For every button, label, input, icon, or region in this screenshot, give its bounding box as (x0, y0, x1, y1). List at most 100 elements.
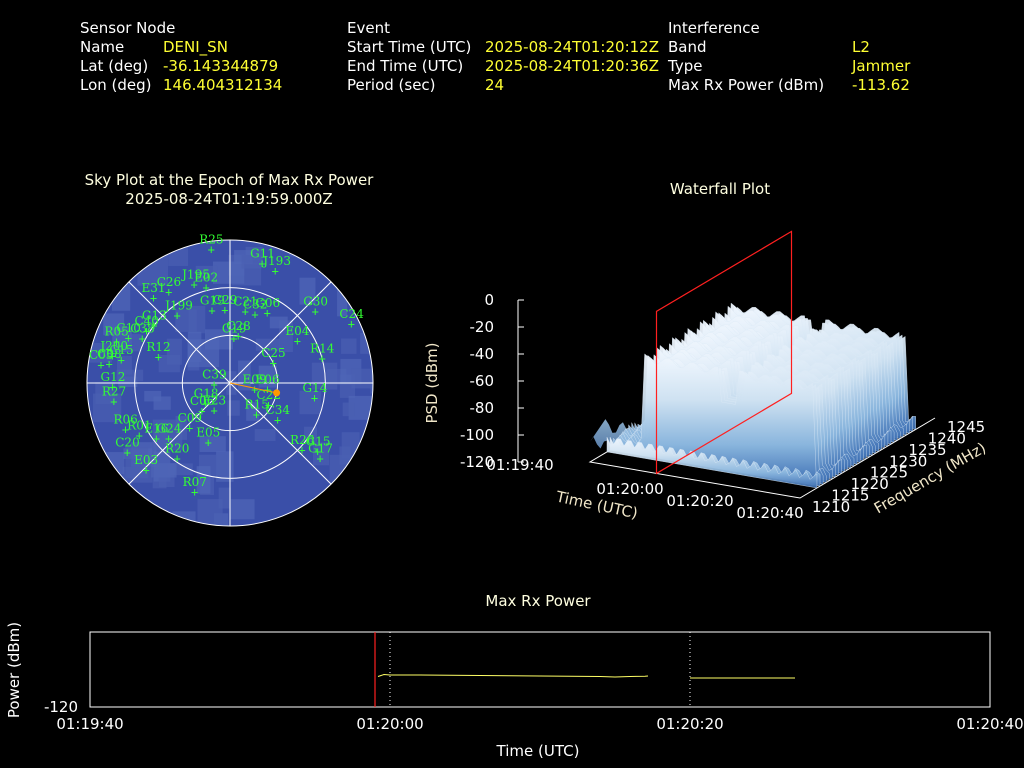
satellite: +G19 (200, 294, 225, 318)
satellite-label: R14 (310, 341, 335, 355)
satellite: +C24 (339, 307, 364, 331)
sky-plot-subtitle: 2025-08-24T01:19:59.000Z (125, 190, 333, 208)
z-tick-label: -60 (470, 372, 495, 390)
satellite-label: G18 (194, 386, 219, 400)
satellite-label: C09 (178, 411, 202, 425)
satellite-marker: + (110, 394, 117, 408)
time-tick-label: 01:20:00 (596, 480, 663, 498)
z-tick-label: -40 (470, 345, 495, 363)
satellite: +J195 (180, 267, 210, 291)
satellite-label: R07 (183, 475, 207, 489)
satellite: +C25 (261, 346, 285, 370)
satellite-label: R15 (245, 398, 269, 412)
satellite-label: G06 (255, 296, 280, 310)
max-power-direction (229, 382, 277, 394)
satellite: +J199 (163, 298, 193, 322)
satellite-marker: + (348, 317, 355, 331)
z-tick-label: -80 (470, 399, 495, 417)
satellite-label: G17 (308, 442, 333, 456)
event-start-value: 2025-08-24T01:20:12Z (485, 38, 659, 56)
satellite: +C06 (190, 394, 214, 418)
satellite: +C40 (134, 314, 158, 338)
satellite-label: E31 (141, 281, 165, 295)
event-start-label: Start Time (UTC) (347, 38, 472, 56)
satellite-label: R06 (113, 413, 137, 427)
freq-tick-label: 1225 (870, 464, 908, 482)
satellite: +E31 (141, 281, 165, 305)
satellite-label: E23 (202, 394, 226, 408)
satellite-label: E16 (144, 421, 168, 435)
satellite-label: C24 (339, 307, 364, 321)
satellite-label: C19 (222, 322, 246, 336)
satellite-label: G12 (100, 370, 125, 384)
interference-type-label: Type (668, 57, 703, 75)
satellite-label: R26 (290, 433, 314, 447)
sensor-lat-value: -36.143344879 (163, 57, 279, 75)
satellite-label: C20 (115, 435, 139, 449)
interference-band-label: Band (668, 38, 707, 56)
satellite-label: E04 (285, 324, 309, 338)
satellite-marker: + (272, 264, 279, 278)
epoch-plane (655, 230, 793, 475)
satellite: +G30 (303, 295, 328, 319)
sky-plot-title: Sky Plot at the Epoch of Max Rx Power (84, 171, 374, 189)
interference-power-label: Max Rx Power (dBm) (668, 76, 825, 94)
satellite-label: G13 (142, 309, 167, 323)
satellite: +R26 (290, 433, 314, 457)
satellite: +C26 (157, 275, 181, 299)
satellite-marker: + (122, 423, 129, 437)
power-x-tick: 01:20:20 (656, 715, 723, 733)
satellite-marker: + (318, 351, 325, 365)
satellite-marker: + (230, 332, 237, 346)
power-x-tick: 01:20:00 (356, 715, 423, 733)
satellite-marker: + (139, 331, 146, 345)
satellite-label: G11 (250, 246, 275, 260)
satellite-label: E09 (243, 373, 267, 387)
satellite: +G12 (100, 370, 125, 394)
waterfall-strip (612, 353, 824, 485)
satellite-label: C32 (243, 297, 267, 311)
power-y-tick: -120 (44, 698, 78, 716)
satellite-marker: + (253, 408, 260, 422)
satellite: +C20 (115, 435, 139, 459)
satellite: +R01 (127, 418, 151, 442)
satellite-marker: + (191, 277, 198, 291)
satellite-label: C29 (213, 293, 237, 307)
interference-heading: Interference (668, 19, 760, 37)
satellite: +G24 (157, 421, 182, 445)
satellite-label: E05 (196, 426, 220, 440)
time-tick-label: 01:19:40 (486, 456, 553, 474)
satellite-label: G14 (302, 381, 327, 395)
event-period-label: Period (sec) (347, 76, 436, 94)
satellite-label: R01 (127, 418, 151, 432)
satellite: +G11 (250, 246, 275, 270)
satellite: +R27 (102, 384, 126, 408)
satellite-label: C39 (202, 367, 226, 381)
waterfall-title: Waterfall Plot (669, 180, 771, 198)
satellite-marker: + (174, 308, 181, 322)
satellite: +C38 (130, 321, 154, 345)
satellite: +E05 (196, 426, 220, 450)
sensor-lon-value: 146.404312134 (163, 76, 283, 94)
satellite: +R15 (245, 398, 269, 422)
power-trace (377, 673, 649, 678)
satellite-marker: + (251, 383, 258, 397)
azimuth-spoke (128, 382, 231, 485)
satellite-marker: + (155, 350, 162, 364)
satellite-label: C34 (266, 403, 291, 417)
satellite: +G06 (255, 296, 280, 320)
satellite-label: J193 (261, 254, 291, 268)
satellite-marker: + (97, 358, 104, 372)
event-end-label: End Time (UTC) (347, 57, 464, 75)
satellite-marker: + (165, 431, 172, 445)
satellite-marker: + (191, 485, 198, 499)
interference-power-value: -113.62 (852, 76, 910, 94)
azimuth-spoke (128, 281, 231, 384)
satellite-marker: + (270, 356, 277, 370)
satellite: +R05 (105, 325, 129, 349)
satellite-label: J195 (180, 267, 210, 281)
satellite-marker: + (186, 421, 193, 435)
satellite-marker: + (316, 452, 323, 466)
